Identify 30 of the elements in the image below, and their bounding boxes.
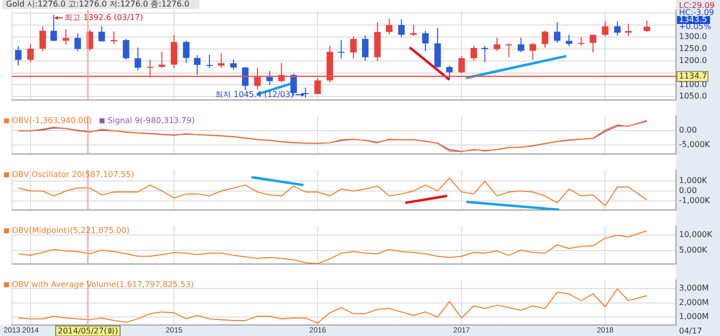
ref-line-label: 1134.7	[679, 71, 707, 80]
y-tick-label: 0.00	[679, 126, 697, 135]
y-tick-label: 1200.0	[679, 56, 707, 65]
y-tick-label: 0.00	[679, 186, 697, 196]
y-tick-label: 1,000M	[679, 312, 709, 322]
legend-label: OBV(-1,363,940.00)	[12, 116, 92, 125]
y-tick-label: 2,000M	[679, 298, 709, 307]
annotation: 최저 1045.4 (12/03)	[215, 90, 294, 99]
y-tick-label: 10,000K	[679, 230, 713, 240]
y-tick-label: -5,000K	[679, 140, 711, 149]
y-tick-label: 1100.0	[679, 80, 707, 89]
y-tick-label: 5,000K	[679, 245, 708, 254]
text: 1343.5	[679, 15, 707, 24]
text: 04/17	[679, 326, 702, 336]
y-tick-label: 1050.0	[679, 92, 707, 101]
y-tick-label: 3,000M	[679, 283, 709, 292]
legend-label: OBV(Midpoint)(5,221,875.00)	[12, 226, 130, 235]
y-tick-label: 1300.0	[679, 32, 707, 42]
text: +0.05%	[679, 22, 712, 32]
annotation: 최고 1392.6 (03/17)	[64, 12, 144, 22]
legend-label: OBV Oscillator 20(587,107.55)	[12, 170, 134, 179]
legend-label: Signal 9(-980,313.79)	[108, 116, 195, 125]
text: HC:-3.09	[679, 8, 714, 18]
legend-label: OBV with Average Volume(1,617,797,825.53)	[12, 280, 194, 289]
y-tick-label: -1,000K	[679, 196, 711, 205]
ref-line-label: 2014/05/27(화)	[58, 326, 118, 336]
text: LC:29.09	[679, 1, 715, 10]
y-tick-label: 1250.0	[679, 44, 707, 53]
y-tick-label: 1,000K	[679, 176, 708, 186]
chart-title: Gold 시:1276.0 고:1276.0 저:1276.0 종:1276.0	[6, 0, 190, 9]
